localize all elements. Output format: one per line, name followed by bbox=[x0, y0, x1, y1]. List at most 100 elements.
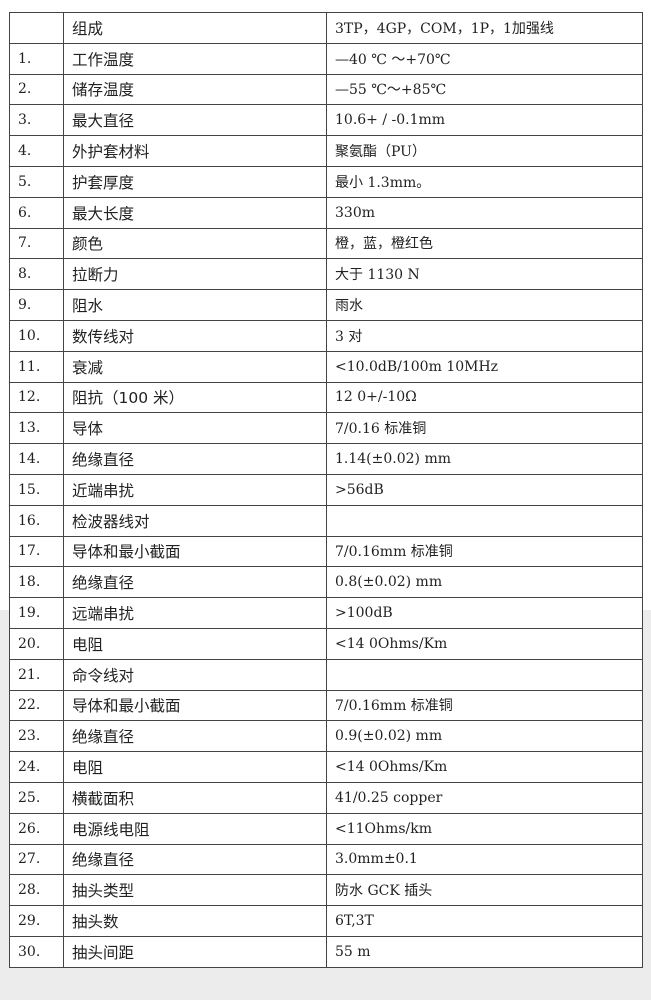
table-row: 5. 护套厚度 最小 1.3mm。 bbox=[9, 165, 643, 198]
row-number: 8. bbox=[9, 258, 64, 291]
row-parameter: 颜色 bbox=[63, 227, 327, 260]
row-number: 29. bbox=[9, 905, 64, 937]
table-row: 30. 抽头间距 55 m bbox=[9, 935, 643, 968]
row-parameter: 电源线电阻 bbox=[63, 812, 327, 845]
row-parameter: 最大直径 bbox=[63, 104, 327, 137]
row-number: 12. bbox=[9, 381, 64, 414]
table-row: 2. 储存温度 —55 ℃～+85℃ bbox=[9, 73, 643, 106]
row-value: 7/0.16mm 标准铜 bbox=[326, 689, 643, 722]
row-number: 13. bbox=[9, 412, 64, 445]
row-value: 0.8(±0.02) mm bbox=[326, 566, 643, 599]
row-number: 7. bbox=[9, 227, 64, 260]
row-value: 橙，蓝，橙红色 bbox=[326, 227, 643, 260]
row-number: 16. bbox=[9, 504, 64, 537]
table-row: 12. 阻抗（100 米） 12 0+/-10Ω bbox=[9, 381, 643, 414]
row-value: 1.14(±0.02) mm bbox=[326, 443, 643, 475]
row-number: 10. bbox=[9, 319, 64, 352]
row-parameter: 外护套材料 bbox=[63, 135, 327, 167]
row-value: 大于 1130 N bbox=[326, 258, 643, 291]
row-number: 25. bbox=[9, 781, 64, 814]
row-value: 7/0.16mm 标准铜 bbox=[326, 535, 643, 568]
row-number: 15. bbox=[9, 473, 64, 506]
table-row: 14. 绝缘直径 1.14(±0.02) mm bbox=[9, 443, 643, 475]
row-parameter: 绝缘直径 bbox=[63, 443, 327, 475]
row-number: 18. bbox=[9, 566, 64, 599]
row-number: 24. bbox=[9, 751, 64, 783]
row-number: 19. bbox=[9, 597, 64, 629]
table-row: 20. 电阻 <14 0Ohms/Km bbox=[9, 627, 643, 660]
row-value: >56dB bbox=[326, 473, 643, 506]
row-value: 防水 GCK 插头 bbox=[326, 874, 643, 907]
table-row: 6. 最大长度 330m bbox=[9, 196, 643, 229]
row-parameter: 检波器线对 bbox=[63, 504, 327, 537]
row-parameter: 衰减 bbox=[63, 350, 327, 383]
row-value: 55 m bbox=[326, 935, 643, 968]
row-value: 3.0mm±0.1 bbox=[326, 843, 643, 876]
row-number: 3. bbox=[9, 104, 64, 137]
row-parameter: 最大长度 bbox=[63, 196, 327, 229]
row-parameter: 横截面积 bbox=[63, 781, 327, 814]
row-value: 3 对 bbox=[326, 319, 643, 352]
header-num-cell bbox=[9, 12, 64, 44]
row-parameter: 命令线对 bbox=[63, 658, 327, 691]
row-value: 330m bbox=[326, 196, 643, 229]
row-value: <14 0Ohms/Km bbox=[326, 627, 643, 660]
row-parameter: 绝缘直径 bbox=[63, 566, 327, 599]
row-value: —55 ℃～+85℃ bbox=[326, 73, 643, 106]
row-value: —40 ℃ ～+70℃ bbox=[326, 42, 643, 75]
row-number: 11. bbox=[9, 350, 64, 383]
table-row: 25. 横截面积 41/0.25 copper bbox=[9, 781, 643, 814]
row-value: 41/0.25 copper bbox=[326, 781, 643, 814]
row-parameter: 护套厚度 bbox=[63, 165, 327, 198]
row-parameter: 电阻 bbox=[63, 751, 327, 783]
row-number: 20. bbox=[9, 627, 64, 660]
row-value: 雨水 bbox=[326, 289, 643, 321]
row-value: <11Ohms/km bbox=[326, 812, 643, 845]
table-row: 7. 颜色 橙，蓝，橙红色 bbox=[9, 227, 643, 260]
row-parameter: 抽头类型 bbox=[63, 874, 327, 907]
table-row: 21. 命令线对 bbox=[9, 658, 643, 691]
table-row: 22. 导体和最小截面 7/0.16mm 标准铜 bbox=[9, 689, 643, 722]
table-row: 18. 绝缘直径 0.8(±0.02) mm bbox=[9, 566, 643, 599]
table-header-row: 组成 3TP，4GP，COM，1P，1加强线 bbox=[9, 12, 643, 44]
row-parameter: 抽头间距 bbox=[63, 935, 327, 968]
row-value: 12 0+/-10Ω bbox=[326, 381, 643, 414]
row-number: 6. bbox=[9, 196, 64, 229]
table-row: 10. 数传线对 3 对 bbox=[9, 319, 643, 352]
row-number: 26. bbox=[9, 812, 64, 845]
row-number: 28. bbox=[9, 874, 64, 907]
table-row: 29. 抽头数 6T,3T bbox=[9, 905, 643, 937]
row-parameter: 阻水 bbox=[63, 289, 327, 321]
row-number: 2. bbox=[9, 73, 64, 106]
table-row: 4. 外护套材料 聚氨酯（PU） bbox=[9, 135, 643, 167]
row-number: 1. bbox=[9, 42, 64, 75]
table-row: 28. 抽头类型 防水 GCK 插头 bbox=[9, 874, 643, 907]
row-value: >100dB bbox=[326, 597, 643, 629]
row-parameter: 拉断力 bbox=[63, 258, 327, 291]
table-row: 17. 导体和最小截面 7/0.16mm 标准铜 bbox=[9, 535, 643, 568]
row-value: 7/0.16 标准铜 bbox=[326, 412, 643, 445]
row-value: 最小 1.3mm。 bbox=[326, 165, 643, 198]
spec-table: 组成 3TP，4GP，COM，1P，1加强线 1. 工作温度 —40 ℃ ～+70℃… bbox=[9, 12, 643, 968]
row-parameter: 绝缘直径 bbox=[63, 720, 327, 753]
row-parameter: 导体和最小截面 bbox=[63, 689, 327, 722]
table-row: 27. 绝缘直径 3.0mm±0.1 bbox=[9, 843, 643, 876]
table-row: 19. 远端串扰 >100dB bbox=[9, 597, 643, 629]
row-number: 22. bbox=[9, 689, 64, 722]
row-value: 0.9(±0.02) mm bbox=[326, 720, 643, 753]
row-number: 30. bbox=[9, 935, 64, 968]
table-row: 15. 近端串扰 >56dB bbox=[9, 473, 643, 506]
table-row: 24. 电阻 <14 0Ohms/Km bbox=[9, 751, 643, 783]
row-parameter: 电阻 bbox=[63, 627, 327, 660]
row-number: 17. bbox=[9, 535, 64, 568]
table-row: 3. 最大直径 10.6+ / -0.1mm bbox=[9, 104, 643, 137]
row-number: 27. bbox=[9, 843, 64, 876]
row-value: <14 0Ohms/Km bbox=[326, 751, 643, 783]
header-name-cell: 组成 bbox=[63, 12, 327, 44]
row-value: 聚氨酯（PU） bbox=[326, 135, 643, 167]
row-parameter: 工作温度 bbox=[63, 42, 327, 75]
row-number: 14. bbox=[9, 443, 64, 475]
row-parameter: 导体和最小截面 bbox=[63, 535, 327, 568]
row-value: 10.6+ / -0.1mm bbox=[326, 104, 643, 137]
row-parameter: 阻抗（100 米） bbox=[63, 381, 327, 414]
